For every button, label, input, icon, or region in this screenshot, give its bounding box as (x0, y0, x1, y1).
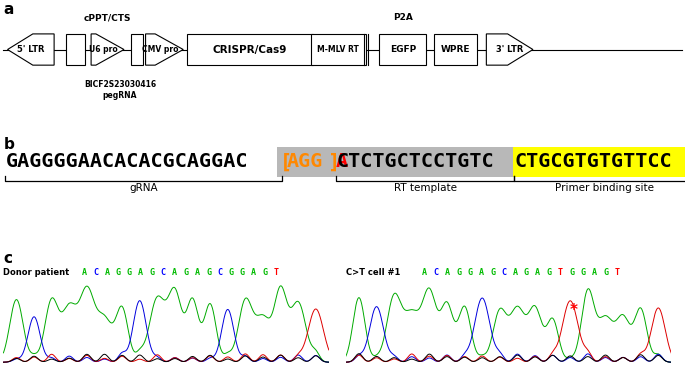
FancyBboxPatch shape (379, 34, 426, 65)
Text: C: C (501, 268, 506, 277)
Text: G: G (240, 268, 245, 277)
Text: G: G (490, 268, 495, 277)
Text: G: G (262, 268, 268, 277)
Text: cPPT/CTS: cPPT/CTS (84, 13, 132, 22)
Text: G: G (580, 268, 586, 277)
FancyBboxPatch shape (277, 147, 516, 177)
Text: b: b (3, 137, 14, 152)
Text: G: G (229, 268, 234, 277)
Text: BICF2S23030416
pegRNA: BICF2S23030416 pegRNA (84, 80, 156, 100)
Text: T: T (274, 268, 279, 277)
Text: EGFP: EGFP (390, 45, 416, 54)
FancyBboxPatch shape (131, 34, 143, 65)
Text: G: G (184, 268, 188, 277)
Text: A: A (104, 268, 110, 277)
Text: c: c (3, 251, 12, 266)
Text: gRNA: gRNA (129, 183, 158, 193)
Text: CMV pro: CMV pro (142, 45, 178, 54)
Text: A: A (336, 152, 348, 171)
Text: T: T (614, 268, 619, 277)
Text: A: A (512, 268, 518, 277)
Text: M-MLV RT: M-MLV RT (317, 45, 360, 54)
Polygon shape (145, 34, 184, 65)
Text: *: * (569, 303, 577, 318)
Text: [: [ (279, 152, 292, 171)
Polygon shape (91, 34, 124, 65)
Text: G: G (456, 268, 461, 277)
Text: G: G (127, 268, 132, 277)
Text: GAGGGGAACACACGCAGGAC: GAGGGGAACACACGCAGGAC (5, 152, 248, 171)
Text: Primer binding site: Primer binding site (555, 183, 653, 193)
Text: P2A: P2A (393, 13, 413, 22)
Text: AGG: AGG (287, 152, 323, 171)
Text: CRISPR/Cas9: CRISPR/Cas9 (213, 45, 287, 54)
Text: A: A (445, 268, 450, 277)
Text: A: A (138, 268, 143, 277)
Text: G: G (603, 268, 608, 277)
Text: A: A (251, 268, 256, 277)
Text: G: G (116, 268, 121, 277)
FancyBboxPatch shape (311, 34, 366, 65)
Text: C: C (93, 268, 98, 277)
Text: CTCTGCTCCTGTC: CTCTGCTCCTGTC (336, 152, 494, 171)
FancyBboxPatch shape (434, 34, 477, 65)
FancyBboxPatch shape (513, 147, 685, 177)
Text: WPRE: WPRE (440, 45, 471, 54)
Text: T: T (558, 268, 563, 277)
Text: G: G (149, 268, 155, 277)
Text: C>T cell #1: C>T cell #1 (346, 268, 400, 277)
Text: ]: ] (328, 152, 340, 171)
Text: A: A (195, 268, 200, 277)
Text: C: C (434, 268, 438, 277)
Text: A: A (422, 268, 427, 277)
Text: Donor patient: Donor patient (3, 268, 70, 277)
Text: 5' LTR: 5' LTR (17, 45, 45, 54)
Text: 3' LTR: 3' LTR (496, 45, 523, 54)
Polygon shape (8, 34, 54, 65)
FancyBboxPatch shape (186, 34, 313, 65)
Text: A: A (82, 268, 87, 277)
Text: A: A (535, 268, 540, 277)
Text: RT template: RT template (394, 183, 456, 193)
Text: G: G (547, 268, 551, 277)
Text: G: G (467, 268, 473, 277)
Text: U6 pro: U6 pro (89, 45, 118, 54)
Text: CTGCGTGTGTTCC: CTGCGTGTGTTCC (514, 152, 672, 171)
FancyBboxPatch shape (66, 34, 85, 65)
Text: A: A (172, 268, 177, 277)
Text: a: a (3, 2, 14, 17)
Polygon shape (486, 34, 533, 65)
Text: G: G (206, 268, 211, 277)
Text: C: C (161, 268, 166, 277)
Text: G: G (524, 268, 529, 277)
Text: A: A (479, 268, 484, 277)
Text: G: G (569, 268, 574, 277)
Text: C: C (217, 268, 223, 277)
Text: A: A (592, 268, 597, 277)
